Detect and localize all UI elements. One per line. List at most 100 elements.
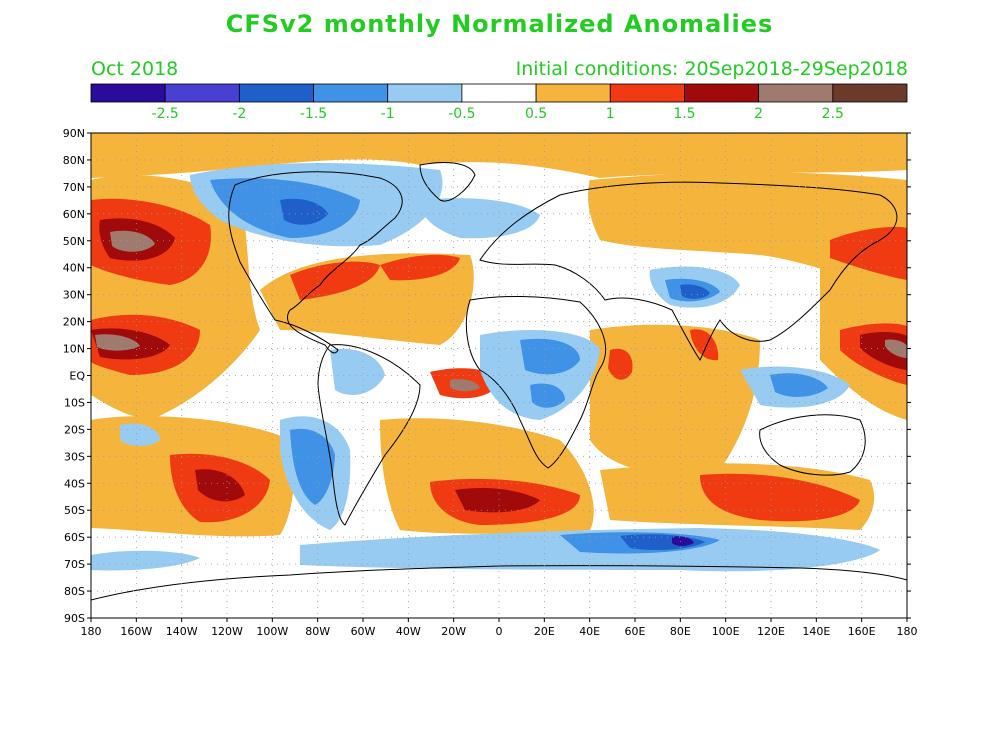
lat-label: 80N (63, 154, 85, 167)
colorbar-label: -2.5 (152, 106, 179, 122)
colorbar-swatch (832, 83, 908, 103)
maritime-cold-mid (770, 373, 828, 397)
africa-cold-mid (520, 338, 580, 375)
india-sea-red (690, 329, 719, 361)
lat-label: 40S (64, 477, 85, 490)
eurasia-outline (479, 181, 898, 361)
so-cold-core (672, 536, 694, 546)
indian-ocean-warm (590, 324, 760, 474)
colorbar-swatch (238, 83, 314, 103)
lon-label: 80W (305, 625, 330, 638)
lon-label: 100W (256, 625, 288, 638)
lat-label: 50S (64, 504, 85, 517)
india-cold-strong (680, 284, 710, 299)
lon-label: 100E (712, 625, 740, 638)
colorbar-swatch (609, 83, 685, 103)
colorbar-swatch (758, 83, 834, 103)
lon-label: 60W (351, 625, 376, 638)
colorbar-label: -2 (232, 106, 246, 122)
map-title: CFSv2 monthly Normalized Anomalies (225, 10, 774, 38)
nwpac-red (830, 226, 907, 280)
colorbar-swatch (164, 83, 240, 103)
lon-label: 40W (396, 625, 421, 638)
colorbar-swatch (684, 83, 760, 103)
europe-cold (420, 198, 540, 239)
colorbar-label: 1 (606, 106, 615, 122)
lat-label: EQ (69, 370, 85, 383)
initial-conditions: Initial conditions: 20Sep2018-29Sep2018 (515, 58, 908, 80)
lon-label: 160E (848, 625, 876, 638)
colorbar-label: 2.5 (822, 106, 844, 122)
lat-label: 60S (64, 531, 85, 544)
lon-label: 160W (120, 625, 152, 638)
n-south-america-cold (330, 348, 385, 395)
lat-label: 30N (63, 289, 85, 302)
lat-label: 10N (63, 343, 85, 356)
australia-outline (759, 414, 866, 476)
greenland-outline (419, 161, 476, 202)
extreme-cold-anomalies (672, 536, 694, 546)
colorbar-label: -1 (381, 106, 395, 122)
north-america-outline (228, 171, 403, 354)
lat-label: 70N (63, 181, 85, 194)
central-africa-cold-mid (530, 383, 565, 408)
satl-darkred (455, 488, 540, 513)
lat-label: 90S (64, 612, 85, 625)
lon-label: 180 (897, 625, 918, 638)
map-gridlines (91, 133, 907, 618)
colorbar-label: 2 (754, 106, 763, 122)
lon-label: 60E (625, 625, 646, 638)
sp-darkred (195, 469, 245, 502)
longitude-axis: 180 160W 140W 120W 100W 80W 60W 40W 20W 0 20E 40E 60… (81, 618, 918, 638)
lat-label: 20S (64, 423, 85, 436)
sio-red (700, 473, 860, 522)
s-america-cold-mid (290, 428, 335, 505)
lat-label: 10S (64, 396, 85, 409)
colorbar-label: 1.5 (673, 106, 695, 122)
lat-label: 30S (64, 450, 85, 463)
lon-label: 20W (441, 625, 466, 638)
natl-red (380, 254, 460, 281)
south-america-outline (317, 344, 421, 526)
lat-label: 90N (63, 127, 85, 140)
colorbar-label: -1.5 (300, 106, 327, 122)
map-plot (91, 133, 907, 618)
hudson-cold (280, 198, 328, 225)
tropical-pacific-cold (120, 423, 160, 446)
lat-label: 20N (63, 316, 85, 329)
africa-outline (465, 295, 607, 469)
lat-label: 60N (63, 208, 85, 221)
forecast-month: Oct 2018 (91, 58, 179, 80)
lon-label: 80E (670, 625, 691, 638)
lon-label: 140W (166, 625, 198, 638)
colorbar-swatch (90, 83, 166, 103)
arabian-red (608, 348, 633, 380)
lat-label: 40N (63, 262, 85, 275)
arctic-warm-band (91, 133, 907, 178)
lon-label: 120E (757, 625, 785, 638)
colorbar: -2.5 -2 -1.5 -1 -0.5 0.5 1 1.5 2 2.5 (90, 83, 908, 122)
antarctica-outline (91, 565, 907, 601)
lon-label: 0 (496, 625, 503, 638)
lon-label: 180 (81, 625, 102, 638)
colorbar-label: -0.5 (448, 106, 475, 122)
lat-label: 70S (64, 558, 85, 571)
lat-label: 50N (63, 235, 85, 248)
epac-brown (95, 334, 140, 351)
colorbar-label: 0.5 (525, 106, 547, 122)
coastlines (91, 161, 907, 601)
eqatl-brown (450, 379, 480, 392)
npac-brown (110, 230, 155, 252)
colorbar-swatch (461, 83, 537, 103)
lon-label: 140E (802, 625, 830, 638)
lat-label: 80S (64, 585, 85, 598)
lon-label: 40E (579, 625, 600, 638)
latitude-axis: 90N 80N 70N 60N 50N 40N 30N 20N 10N EQ 10S 20S 30S 40… (63, 127, 911, 625)
antarctic-cold-light (91, 550, 200, 571)
colorbar-swatch (387, 83, 463, 103)
lon-label: 120W (211, 625, 243, 638)
colorbar-swatch (535, 83, 611, 103)
colorbar-swatch (313, 83, 389, 103)
lon-label: 20E (534, 625, 555, 638)
